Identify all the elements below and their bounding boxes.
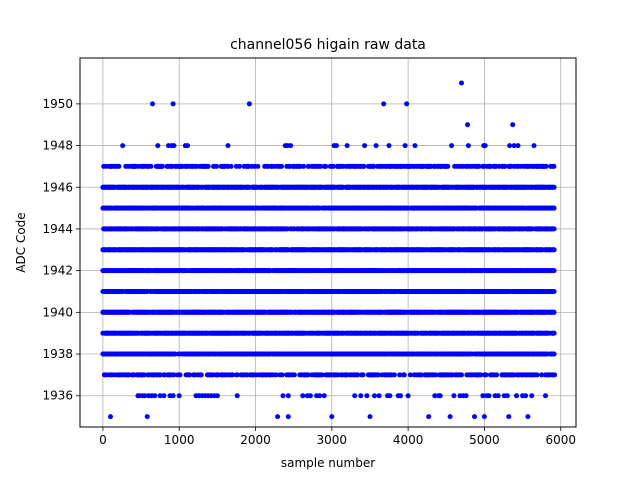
data-point xyxy=(551,268,557,274)
data-point xyxy=(551,351,557,357)
data-point xyxy=(177,372,183,378)
grid-lines xyxy=(80,58,576,427)
data-point xyxy=(551,226,557,232)
data-point xyxy=(279,372,285,378)
data-point xyxy=(551,330,557,336)
data-point xyxy=(291,372,297,378)
data-point xyxy=(551,289,557,294)
data-point xyxy=(551,247,557,253)
data-point xyxy=(551,205,557,211)
data-point xyxy=(551,309,557,315)
data-point xyxy=(198,372,204,378)
data-points xyxy=(100,80,558,420)
data-point xyxy=(551,184,557,190)
